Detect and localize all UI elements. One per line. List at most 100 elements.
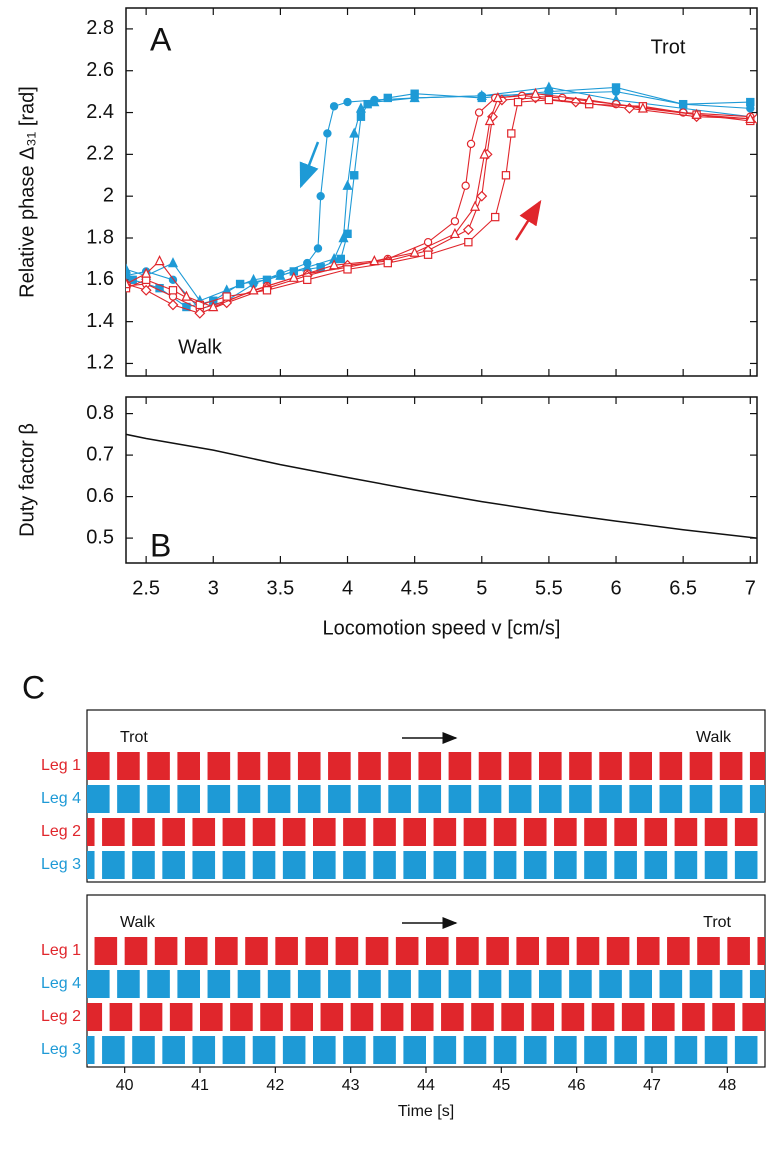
- data-point: [479, 148, 490, 159]
- stance-bar: [584, 818, 607, 846]
- x-tick-label: 40: [116, 1077, 134, 1094]
- stance-bar: [689, 785, 713, 813]
- stance-bar: [267, 752, 291, 780]
- x-tick-label: 42: [266, 1077, 284, 1094]
- stance-bar: [94, 937, 118, 965]
- stance-bar: [373, 851, 396, 879]
- stance-bar: [674, 851, 698, 879]
- leg-label: Leg 4: [41, 975, 81, 992]
- stance-bar: [418, 970, 442, 998]
- stance-bar: [410, 1003, 434, 1031]
- annotation: Walk: [178, 336, 223, 358]
- stance-bar: [448, 752, 472, 780]
- stance-bar: [697, 937, 720, 965]
- series-line: [126, 91, 751, 310]
- stance-bar: [742, 1003, 765, 1031]
- data-point: [303, 275, 312, 285]
- stance-bar: [704, 818, 728, 846]
- stance-bar: [734, 818, 758, 846]
- y-axis-label: Duty factor β: [16, 423, 38, 537]
- data-point: [513, 97, 523, 107]
- stance-bar: [493, 818, 517, 846]
- stance-bar: [463, 851, 487, 879]
- x-tick-label: 44: [417, 1077, 435, 1094]
- data-point: [313, 244, 323, 253]
- data-point: [248, 273, 259, 285]
- stance-bar: [539, 752, 562, 780]
- series-line: [132, 86, 751, 308]
- stance-bar: [599, 970, 622, 998]
- stance-bar: [147, 785, 170, 813]
- series-line: [126, 93, 751, 308]
- stance-bar: [87, 970, 110, 998]
- stance-bar: [478, 970, 502, 998]
- data-point: [343, 97, 352, 107]
- stance-bar: [282, 851, 306, 879]
- stance-bar: [297, 970, 321, 998]
- y-tick-label: 1.6: [86, 268, 114, 290]
- stance-bar: [177, 970, 200, 998]
- x-tick-label: 47: [643, 1077, 661, 1094]
- stance-bar: [252, 1036, 276, 1064]
- stance-bar: [719, 785, 743, 813]
- gait-to: Walk: [696, 729, 732, 746]
- stance-bar: [659, 785, 683, 813]
- x-axis-label: Time [s]: [398, 1103, 454, 1120]
- stance-bar: [343, 818, 366, 846]
- stance-bar: [290, 1003, 313, 1031]
- stance-bar: [441, 1003, 464, 1031]
- y-tick-label: 1.4: [86, 310, 114, 332]
- stance-bar: [689, 752, 713, 780]
- stance-bar: [569, 970, 592, 998]
- series-line: [126, 95, 751, 310]
- data-point: [343, 265, 352, 274]
- data-point: [329, 102, 339, 111]
- stance-bar: [207, 785, 231, 813]
- stance-bar: [215, 937, 238, 965]
- stance-bar: [426, 937, 449, 965]
- stance-bar: [132, 1036, 155, 1064]
- stance-bar: [523, 1036, 547, 1064]
- stance-bar: [313, 1036, 336, 1064]
- x-tick-label: 45: [492, 1077, 510, 1094]
- stance-bar: [102, 851, 125, 879]
- stance-bar: [87, 1003, 103, 1031]
- stance-bar: [373, 818, 396, 846]
- data-point: [501, 171, 511, 180]
- data-point: [128, 275, 137, 285]
- data-point: [476, 190, 488, 202]
- stance-bar: [102, 1036, 125, 1064]
- stance-bar: [749, 752, 765, 780]
- stance-bar: [177, 785, 200, 813]
- stance-bar: [313, 818, 336, 846]
- data-point: [423, 250, 433, 259]
- y-tick-label: 0.5: [86, 526, 114, 548]
- stance-bar: [162, 851, 185, 879]
- data-point: [584, 94, 595, 105]
- stance-bar: [689, 970, 713, 998]
- stance-bar: [282, 818, 306, 846]
- stance-bar: [614, 818, 637, 846]
- stance-bar: [132, 818, 155, 846]
- stance-bar: [192, 818, 216, 846]
- stance-bar: [297, 752, 321, 780]
- stance-bar: [87, 752, 110, 780]
- series-line: [126, 433, 757, 539]
- stance-bar: [162, 818, 185, 846]
- x-tick-label: 4.5: [401, 577, 429, 599]
- panel-label: B: [150, 527, 171, 563]
- stance-bar: [87, 818, 95, 846]
- data-point: [570, 96, 582, 108]
- stance-bar: [87, 1036, 95, 1064]
- gait-from: Trot: [120, 729, 148, 746]
- stance-bar: [380, 1003, 404, 1031]
- x-tick-label: 3: [208, 577, 219, 599]
- stance-bar: [501, 1003, 524, 1031]
- data-point: [530, 87, 541, 98]
- data-point: [543, 81, 554, 92]
- stance-bar: [267, 785, 291, 813]
- stance-bar: [373, 1036, 396, 1064]
- stance-bar: [418, 752, 442, 780]
- data-point: [745, 112, 756, 124]
- stance-bar: [508, 785, 532, 813]
